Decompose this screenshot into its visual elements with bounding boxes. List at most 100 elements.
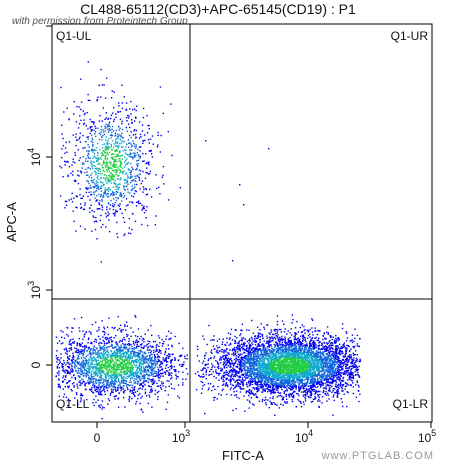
event-dot — [109, 162, 112, 165]
event-dot — [268, 386, 270, 388]
event-dot — [129, 368, 131, 371]
event-dot — [113, 181, 115, 184]
event-dot — [104, 359, 106, 361]
event-dot — [108, 161, 110, 163]
event-dot — [87, 195, 89, 198]
event-dot — [106, 358, 109, 360]
event-dot — [277, 387, 280, 389]
event-dot — [120, 354, 122, 356]
event-dot — [134, 335, 137, 337]
event-dot — [286, 398, 288, 400]
event-dot — [143, 341, 145, 343]
event-dot — [159, 86, 162, 88]
event-dot — [160, 350, 162, 352]
event-dot — [131, 350, 133, 353]
event-dot — [107, 370, 110, 372]
event-dot — [119, 385, 122, 387]
event-dot — [114, 169, 117, 171]
event-dot — [135, 144, 137, 146]
event-dot — [334, 369, 337, 371]
event-dot — [76, 358, 78, 360]
event-dot — [155, 347, 157, 349]
event-dot — [111, 90, 113, 92]
event-dot — [137, 371, 139, 373]
event-dot — [152, 369, 155, 372]
event-dot — [123, 186, 125, 188]
event-dot — [94, 385, 96, 387]
event-dot — [84, 160, 87, 162]
event-dot — [106, 196, 109, 198]
event-dot — [205, 369, 208, 371]
event-dot — [254, 379, 256, 381]
event-dot — [91, 362, 93, 365]
event-dot — [160, 134, 162, 137]
event-dot — [136, 167, 138, 170]
event-dot — [289, 371, 291, 374]
event-dot — [320, 381, 322, 384]
event-dot — [251, 383, 254, 386]
event-dot — [74, 152, 76, 154]
event-dot — [75, 133, 77, 135]
event-dot — [80, 172, 83, 174]
event-dot — [130, 176, 132, 178]
event-dot — [84, 171, 86, 174]
event-dot — [121, 358, 123, 360]
event-dot — [137, 163, 140, 165]
event-dot — [250, 374, 252, 376]
event-dot — [130, 170, 132, 172]
event-dot — [143, 371, 145, 373]
event-dot — [78, 175, 80, 177]
event-dot — [129, 182, 132, 184]
event-dot — [97, 186, 100, 188]
event-dot — [99, 163, 101, 165]
event-dot — [126, 363, 128, 366]
event-dot — [114, 387, 117, 389]
event-dot — [95, 220, 97, 222]
event-dot — [152, 373, 154, 375]
event-dot — [104, 130, 106, 132]
event-dot — [152, 378, 154, 380]
event-dot — [106, 326, 109, 328]
event-dot — [177, 395, 179, 397]
event-dot — [146, 114, 148, 117]
event-dot — [153, 349, 155, 352]
event-dot — [79, 342, 81, 345]
event-dot — [151, 356, 153, 359]
event-dot — [109, 176, 111, 178]
event-dot — [88, 176, 90, 178]
event-dot — [100, 346, 102, 348]
event-dot — [123, 355, 125, 358]
event-dot — [68, 371, 70, 373]
event-dot — [112, 360, 114, 362]
event-dot — [125, 198, 128, 200]
event-dot — [121, 102, 124, 104]
event-dot — [211, 363, 213, 365]
event-dot — [156, 374, 158, 377]
event-dot — [96, 99, 98, 102]
event-dot — [108, 366, 110, 368]
event-dot — [70, 388, 72, 391]
event-dot — [141, 395, 143, 398]
event-dot — [127, 348, 130, 350]
event-dot — [291, 399, 293, 401]
event-dot — [116, 367, 118, 369]
event-dot — [112, 194, 114, 197]
event-dot — [129, 391, 131, 393]
event-dot — [96, 348, 98, 350]
event-dot — [92, 181, 95, 184]
event-dot — [80, 366, 82, 368]
event-dot — [123, 221, 126, 223]
event-dot — [134, 359, 136, 362]
event-dot — [143, 377, 145, 379]
event-dot — [110, 145, 112, 147]
event-dot — [255, 356, 257, 358]
event-dot — [115, 390, 117, 392]
event-dot — [301, 391, 303, 393]
event-dot — [181, 363, 183, 365]
event-dot — [246, 348, 248, 350]
event-dot — [142, 355, 144, 358]
event-dot — [114, 383, 116, 385]
event-dot — [335, 339, 338, 341]
event-dot — [214, 348, 216, 350]
event-dot — [111, 373, 113, 376]
